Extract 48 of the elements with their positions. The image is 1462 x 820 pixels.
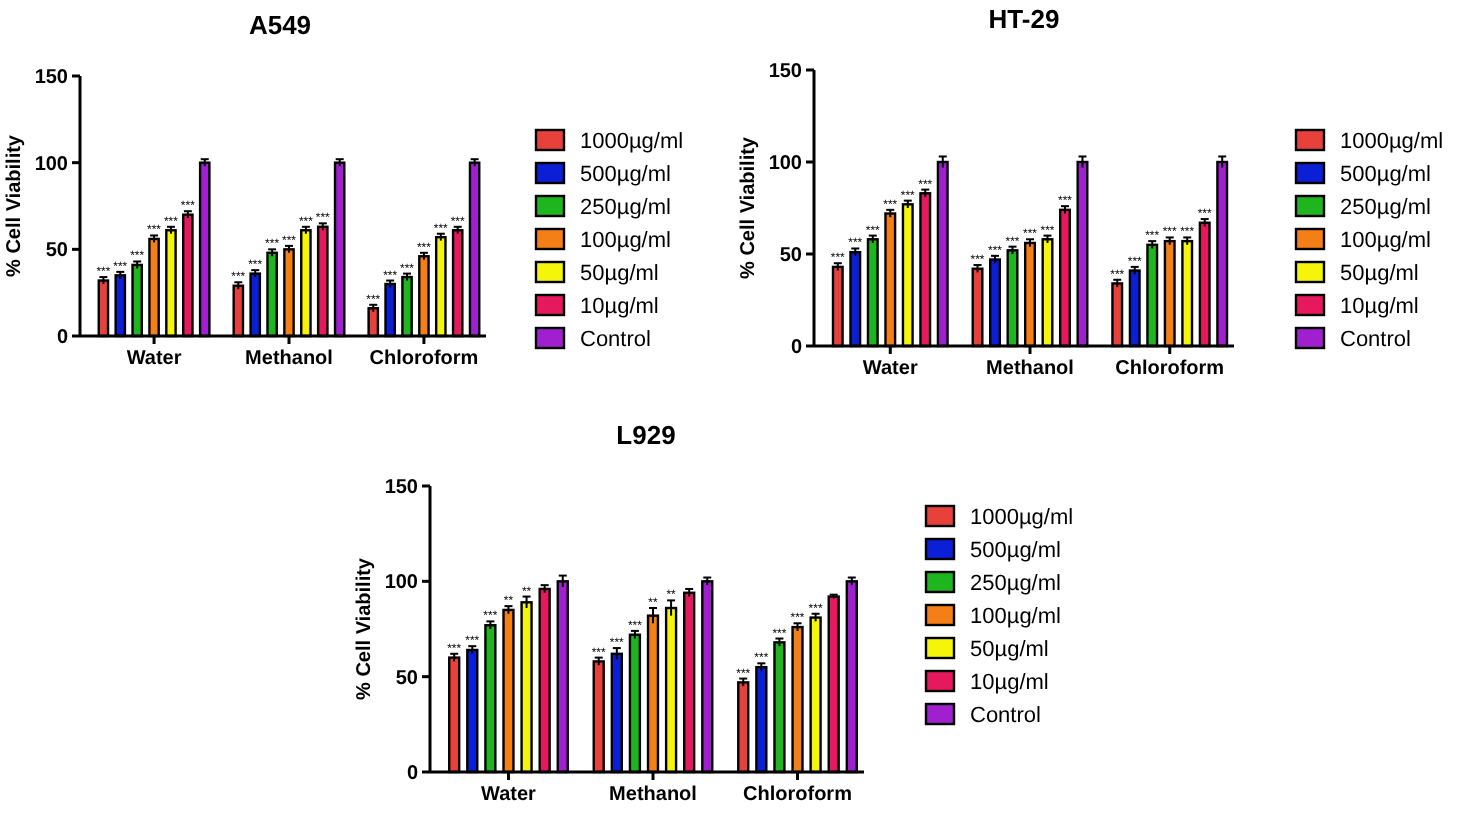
- legend-label: 1000µg/ml: [580, 129, 684, 154]
- legend-label: 50µg/ml: [1340, 261, 1419, 286]
- legend-label: 250µg/ml: [580, 195, 671, 220]
- legend-label: 10µg/ml: [1340, 294, 1419, 319]
- legend-label: 1000µg/ml: [1340, 129, 1444, 154]
- y-axis-title: % Cell Viability: [354, 557, 376, 700]
- x-tick-label: Chloroform: [743, 784, 853, 806]
- legend-label: 100µg/ml: [970, 604, 1061, 629]
- legend-label: 250µg/ml: [1340, 195, 1431, 220]
- y-tick-label: 50: [45, 240, 69, 263]
- legend-label: 50µg/ml: [970, 637, 1049, 662]
- x-tick-label: Chloroform: [1115, 358, 1225, 380]
- x-tick-label: Chloroform: [369, 348, 479, 370]
- y-tick-label: 150: [384, 477, 419, 499]
- legend-label: 100µg/ml: [1340, 228, 1431, 253]
- y-axis-title: % Cell Viability: [4, 134, 26, 277]
- legend-label: 100µg/ml: [580, 228, 671, 253]
- legend-label: Control: [970, 703, 1041, 728]
- chart-title: L929: [616, 420, 676, 450]
- x-tick-label: Water: [862, 358, 918, 380]
- legend-label: 10µg/ml: [970, 670, 1049, 695]
- legend-label: 500µg/ml: [1340, 162, 1431, 187]
- y-tick-label: 100: [768, 153, 803, 175]
- x-tick-label: Methanol: [245, 348, 334, 370]
- legend-label: 500µg/ml: [580, 162, 671, 187]
- y-tick-label: 150: [34, 67, 69, 89]
- y-tick-label: 50: [395, 667, 419, 690]
- y-tick-label: 0: [790, 337, 803, 359]
- x-tick-label: Methanol: [609, 784, 698, 806]
- legend-label: 250µg/ml: [970, 571, 1061, 596]
- y-axis-title: % Cell Viability: [738, 136, 760, 279]
- y-tick-label: 100: [34, 153, 69, 176]
- y-tick-label: 0: [56, 327, 69, 349]
- legend-label: Control: [580, 327, 651, 352]
- legend-label: 500µg/ml: [970, 538, 1061, 563]
- x-tick-label: Methanol: [986, 358, 1075, 380]
- chart-title: HT-29: [988, 4, 1060, 34]
- y-tick-label: 50: [779, 245, 803, 267]
- legend-label: 50µg/ml: [580, 261, 659, 286]
- legend-label: 10µg/ml: [580, 294, 659, 319]
- x-tick-label: Water: [481, 784, 537, 806]
- chart-title: A549: [248, 10, 312, 40]
- y-tick-label: 150: [768, 61, 803, 83]
- legend-label: Control: [1340, 327, 1411, 352]
- legend-label: 1000µg/ml: [970, 505, 1074, 530]
- y-tick-label: 100: [384, 572, 419, 595]
- x-tick-label: Water: [126, 348, 182, 370]
- y-tick-label: 0: [406, 763, 419, 785]
